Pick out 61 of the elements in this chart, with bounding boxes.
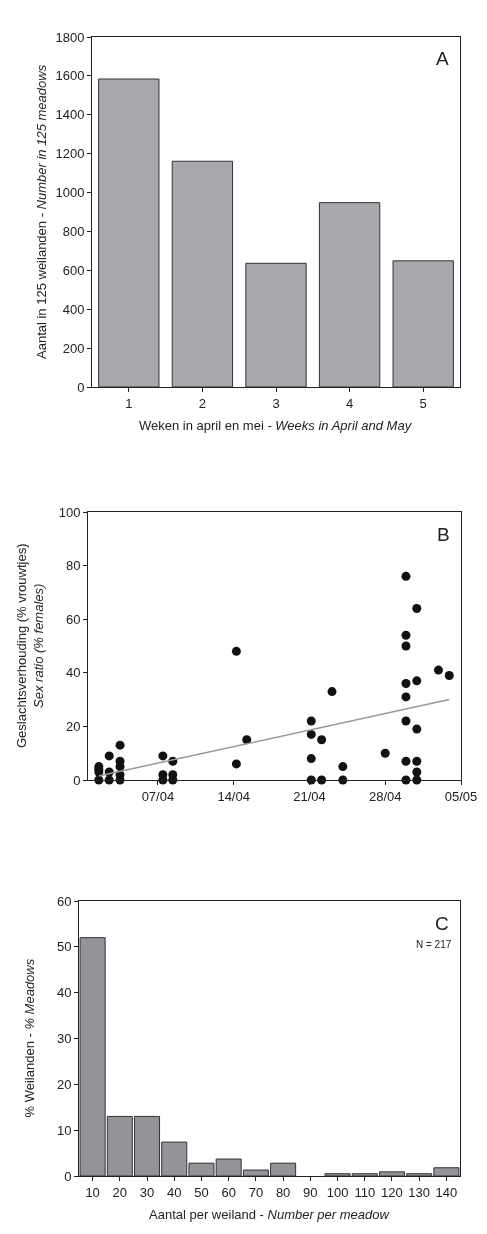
y-tick-label: 1200 [55, 146, 85, 162]
annotation: A [436, 48, 449, 69]
bar [171, 160, 234, 387]
y-tick-label: 0 [64, 1168, 72, 1184]
x-tick-label: 80 [275, 1184, 291, 1200]
y-tick-label: 40 [56, 985, 72, 1001]
y-tick-label: 100 [58, 504, 81, 520]
annotation: N = 217 [416, 939, 452, 950]
y-tick-label: 400 [62, 301, 85, 317]
y-tick-label: 0 [77, 379, 85, 395]
annotation: C [435, 913, 449, 934]
y-tick-label: 50 [56, 939, 72, 955]
x-tick-label: 60 [221, 1184, 236, 1200]
x-tick-label: 90 [303, 1184, 318, 1200]
x-tick-label: 30 [139, 1184, 155, 1200]
y-tick-label: 60 [65, 611, 81, 627]
y-tick-label: 10 [56, 1122, 72, 1138]
x-tick-label: 4 [345, 395, 354, 411]
y-axis-title: Aantal in 125 weilanden - Number in 125 meadows [34, 64, 49, 359]
y-tick-label: 20 [56, 1076, 72, 1092]
y-tick-label: 600 [62, 262, 85, 278]
x-tick-label: 70 [248, 1184, 264, 1200]
x-tick-label: 20 [112, 1184, 128, 1200]
y-tick-label: 20 [65, 718, 81, 734]
y-tick-label: 60 [56, 893, 72, 909]
x-tick-label: 07/04 [141, 788, 175, 804]
annotation: B [437, 524, 450, 545]
y-tick-label: 0 [73, 772, 81, 788]
y-tick-label: 1000 [55, 185, 85, 201]
x-tick-label: 130 [408, 1184, 431, 1200]
x-tick-label: 2 [198, 395, 207, 411]
x-tick-label: 21/04 [293, 788, 326, 804]
x-tick-label: 40 [167, 1184, 182, 1200]
y-tick-label: 1400 [55, 107, 85, 123]
y-tick-label: 30 [56, 1031, 72, 1047]
x-tick-label: 100 [326, 1184, 349, 1200]
x-tick-label: 110 [354, 1184, 376, 1200]
bar [245, 262, 307, 387]
x-tick-label: 120 [381, 1184, 403, 1200]
y-axis-title: Geslachtsverhouding (% vrouwtjes) Sex ratio (% females) [14, 543, 46, 748]
y-tick-label: 1600 [55, 68, 85, 84]
bar [392, 260, 454, 387]
y-tick-label: 40 [65, 665, 81, 681]
x-tick-label: 1 [125, 395, 133, 411]
y-tick-label: 800 [62, 223, 85, 239]
y-tick-label: 200 [62, 340, 85, 356]
x-tick-label: 50 [194, 1184, 209, 1200]
x-axis-title: Weken in april en mei - Weeks in April and May [139, 418, 413, 433]
y-axis-title: % Weilanden - % Meadows [21, 958, 37, 1118]
x-tick-label: 14/04 [217, 788, 250, 804]
bar [318, 202, 381, 387]
x-axis-title: Aantal per weiland - Number per meadow [149, 1207, 391, 1222]
bar [98, 78, 160, 387]
x-tick-label: 5 [419, 395, 427, 411]
x-tick-label: 28/04 [368, 788, 402, 804]
y-tick-label: 80 [65, 558, 81, 574]
x-tick-label: 3 [272, 395, 280, 411]
x-tick-label: 05/05 [444, 788, 478, 804]
x-tick-label: 140 [435, 1184, 458, 1200]
x-tick-label: 10 [85, 1184, 100, 1200]
y-tick-label: 1800 [55, 29, 85, 45]
